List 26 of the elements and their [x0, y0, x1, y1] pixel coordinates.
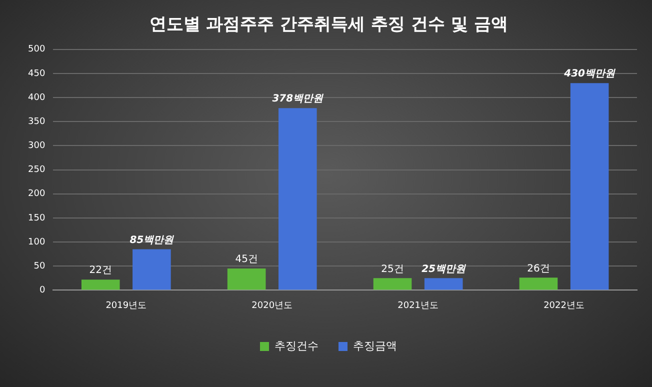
y-tick-label: 400 [28, 92, 46, 103]
data-label: 85백만원 [130, 234, 175, 246]
data-label: 26건 [527, 263, 550, 274]
y-tick-label: 0 [39, 286, 46, 296]
data-label: 45건 [235, 254, 258, 266]
x-tick-label: 2022년도 [544, 300, 584, 311]
y-tick-label: 250 [28, 165, 46, 176]
data-label: 25백만원 [422, 264, 467, 275]
x-tick-label: 2019년도 [106, 300, 147, 311]
chart-title: 연도별 과점주주 간주취득세 추징 건수 및 금액 [149, 14, 508, 35]
data-label: 22건 [89, 265, 112, 276]
x-tick-label: 2020년도 [252, 300, 293, 311]
data-label: 25건 [381, 264, 404, 275]
data-label: 430백만원 [563, 68, 616, 80]
y-tick-label: 50 [34, 261, 46, 272]
legend-label: 추징금액 [353, 339, 397, 352]
y-tick-label: 300 [28, 141, 46, 152]
x-tick-label: 2021년도 [398, 300, 439, 311]
y-tick-label: 200 [28, 189, 46, 200]
y-tick-label: 500 [28, 44, 46, 55]
y-tick-label: 450 [28, 68, 46, 79]
y-tick-label: 100 [28, 237, 46, 248]
legend-label: 추징건수 [274, 339, 318, 352]
data-label: 378백만원 [272, 94, 324, 105]
y-tick-label: 350 [28, 116, 46, 127]
y-tick-label: 150 [28, 213, 46, 224]
